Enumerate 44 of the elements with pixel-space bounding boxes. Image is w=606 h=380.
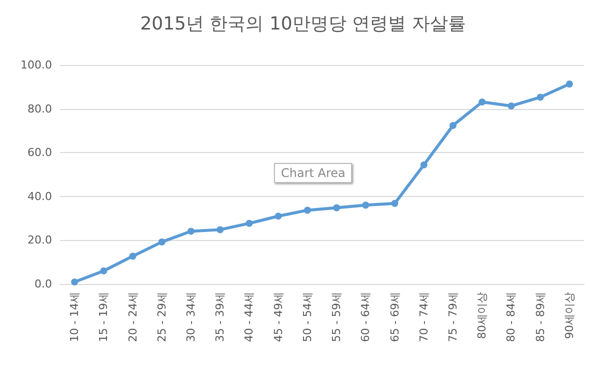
point: [158, 238, 166, 246]
point: [71, 278, 78, 286]
x-tick-label: 25 - 29세: [155, 292, 168, 342]
point: [536, 94, 544, 101]
point: [129, 252, 136, 260]
x-tick-label: 85 - 89세: [534, 292, 547, 342]
x-tick-label: 35 - 39세: [214, 292, 227, 342]
x-tick-label: 20 - 24세: [126, 292, 140, 342]
chart-title: 2015년 한국의 10만명당 연령별 자살률: [140, 14, 466, 34]
x-tick-label: 40 - 44세: [242, 292, 256, 342]
x-tick-label: 30 - 34세: [184, 292, 198, 342]
point: [478, 98, 486, 106]
x-tick-label: 10 - 14세: [68, 292, 82, 342]
point: [304, 206, 311, 214]
y-tick-label: 80.0: [28, 102, 52, 116]
y-tick-label: 0.0: [34, 278, 52, 290]
point: [391, 200, 398, 207]
annotation: Chart Area: [274, 163, 352, 183]
point: [566, 80, 573, 88]
y-tick-label: 100.0: [20, 58, 52, 72]
x-tick-label: 60 - 64세: [359, 292, 372, 342]
point: [420, 161, 428, 168]
x-tick-label: 65 - 69세: [388, 292, 402, 342]
x-tick-label: 75 - 79세: [446, 292, 460, 342]
x-tick-label: 55 - 59세: [330, 292, 344, 342]
point: [450, 122, 456, 129]
x-tick-label: 80 - 84세: [504, 292, 518, 342]
y-tick-label: 60.0: [28, 146, 52, 160]
x-tick-label: 15 - 19세: [97, 292, 110, 342]
y-tick-label: 20.0: [28, 234, 52, 247]
x-tick-label: 70 - 74세: [417, 292, 430, 342]
x-tick-label: 50 - 54세: [300, 292, 314, 342]
y-tick-label: 40.0: [28, 190, 52, 203]
point: [188, 228, 194, 235]
point: [362, 202, 370, 209]
x-tick-label: 80세이상: [476, 292, 489, 339]
point: [246, 220, 253, 227]
x-tick-label: 45 - 49세: [272, 292, 285, 342]
x-tick-label: 90세이상: [562, 292, 576, 339]
point: [508, 102, 515, 110]
point: [274, 212, 282, 220]
point: [100, 267, 108, 274]
point: [216, 226, 224, 234]
point: [333, 204, 340, 212]
